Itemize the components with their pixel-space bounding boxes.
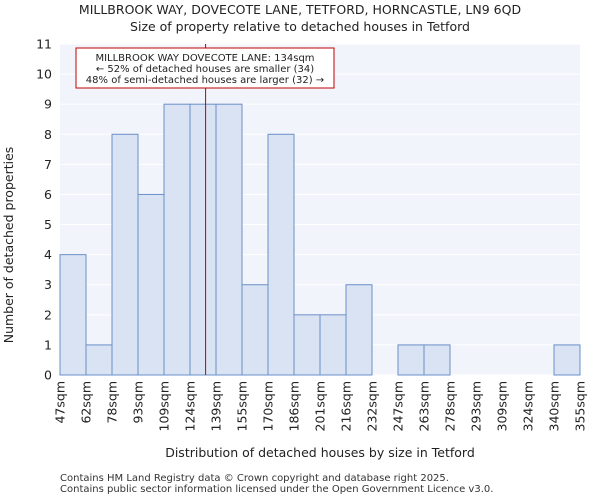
x-tick-label: 293sqm bbox=[469, 381, 484, 431]
x-tick-label: 263sqm bbox=[417, 381, 432, 431]
x-tick-label: 324sqm bbox=[521, 381, 536, 431]
y-tick-label: 4 bbox=[44, 247, 52, 262]
y-tick-label: 0 bbox=[44, 368, 52, 383]
y-tick-label: 10 bbox=[36, 67, 52, 82]
y-tick-label: 5 bbox=[44, 217, 52, 232]
x-tick-label: 155sqm bbox=[235, 381, 250, 431]
x-tick-label: 62sqm bbox=[79, 381, 94, 424]
y-tick-label: 8 bbox=[44, 127, 52, 142]
x-tick-label: 340sqm bbox=[547, 381, 562, 431]
x-tick-label: 47sqm bbox=[53, 381, 68, 424]
x-tick-label: 355sqm bbox=[573, 381, 588, 431]
x-tick-label: 139sqm bbox=[209, 381, 224, 431]
bar bbox=[397, 344, 425, 376]
x-tick-label: 216sqm bbox=[339, 381, 354, 431]
x-tick-label: 170sqm bbox=[261, 381, 276, 431]
y-tick-label: 7 bbox=[44, 157, 52, 172]
x-tick-label: 109sqm bbox=[157, 381, 172, 431]
bars bbox=[59, 103, 581, 376]
y-tick-label: 9 bbox=[44, 97, 52, 112]
annotation-box: MILLBROOK WAY DOVECOTE LANE: 134sqm ← 52… bbox=[75, 47, 335, 89]
chart-title: MILLBROOK WAY, DOVECOTE LANE, TETFORD, H… bbox=[79, 2, 521, 17]
annotation-line-1: MILLBROOK WAY DOVECOTE LANE: 134sqm bbox=[95, 53, 314, 64]
footer-line-2: Contains public sector information licen… bbox=[60, 484, 494, 495]
x-tick-label: 124sqm bbox=[183, 381, 198, 431]
x-tick-label: 78sqm bbox=[105, 381, 120, 424]
bar bbox=[267, 133, 295, 376]
y-tick-label: 3 bbox=[44, 277, 52, 292]
bar bbox=[111, 133, 139, 376]
x-tick-label: 232sqm bbox=[365, 381, 380, 431]
footer-line-1: Contains HM Land Registry data © Crown c… bbox=[60, 473, 449, 484]
y-tick-label: 6 bbox=[44, 187, 52, 202]
x-axis-label: Distribution of detached houses by size … bbox=[165, 445, 475, 460]
bar bbox=[241, 284, 269, 376]
x-axis: 47sqm 62sqm 78sqm 93sqm 109sqm 124sqm 139sqm 15… bbox=[53, 381, 588, 431]
y-tick-label: 2 bbox=[44, 307, 52, 322]
y-axis-label: Number of detached properties bbox=[1, 147, 16, 344]
y-axis: 0 1 2 3 4 5 6 7 8 9 10 11 bbox=[36, 37, 52, 383]
x-tick-label: 186sqm bbox=[287, 381, 302, 431]
bar bbox=[293, 314, 321, 376]
bar bbox=[85, 344, 113, 376]
bar bbox=[215, 103, 243, 376]
bar bbox=[319, 314, 347, 376]
annotation-line-3: 48% of semi-detached houses are larger (… bbox=[86, 75, 324, 86]
y-tick-label: 11 bbox=[36, 37, 52, 52]
x-tick-label: 247sqm bbox=[391, 381, 406, 431]
x-tick-label: 201sqm bbox=[313, 381, 328, 431]
bar bbox=[189, 103, 217, 376]
annotation-line-2: ← 52% of detached houses are smaller (34… bbox=[96, 64, 314, 75]
chart-subtitle: Size of property relative to detached ho… bbox=[130, 19, 470, 34]
x-tick-label: 93sqm bbox=[131, 381, 146, 424]
bar bbox=[163, 103, 191, 376]
bar bbox=[553, 344, 581, 376]
x-tick-label: 278sqm bbox=[443, 381, 458, 431]
bar bbox=[137, 193, 165, 376]
x-tick-label: 309sqm bbox=[495, 381, 510, 431]
y-tick-label: 1 bbox=[44, 337, 52, 352]
bar bbox=[345, 284, 373, 376]
bar bbox=[59, 254, 87, 376]
bar bbox=[423, 344, 451, 376]
